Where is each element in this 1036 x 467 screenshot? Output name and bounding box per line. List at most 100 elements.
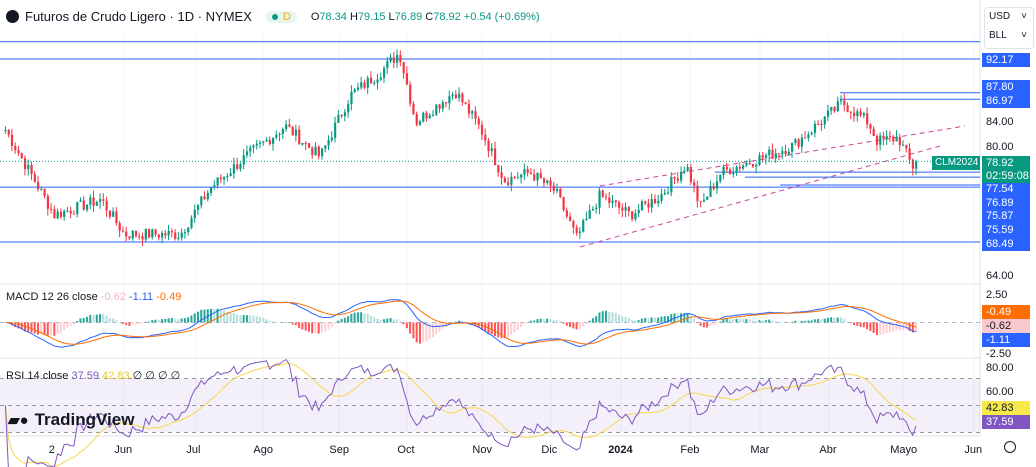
candle-body <box>683 170 686 173</box>
candle-body <box>141 236 144 240</box>
macd-histogram-bar <box>307 322 310 332</box>
candle-body <box>777 153 781 155</box>
macd-histogram-bar <box>294 322 297 326</box>
symbol-tag: CLM2024 <box>932 156 980 170</box>
candle-body <box>556 189 559 191</box>
macd-signal-tag: -0.49 <box>982 305 1030 319</box>
macd-histogram-bar <box>121 322 124 324</box>
market-status-badge[interactable]: D <box>265 10 297 23</box>
macd-histogram-bar <box>56 322 59 334</box>
macd-histogram-bar <box>85 316 88 323</box>
candle-body <box>128 236 131 239</box>
symbol-title[interactable]: Futuros de Crudo Ligero · 1D · NYMEX <box>25 9 252 24</box>
candle-body <box>839 100 843 102</box>
candle-body <box>418 121 422 125</box>
macd-histogram-bar <box>647 318 650 323</box>
candle-body <box>542 178 546 183</box>
macd-histogram-bar <box>386 318 389 323</box>
macd-histogram-bar <box>405 322 408 329</box>
candle-body <box>647 203 650 208</box>
macd-histogram-bar <box>774 321 777 323</box>
time-label: Dic <box>541 444 558 456</box>
candle-body <box>869 124 872 129</box>
candle-body <box>915 161 918 169</box>
candle-body <box>732 172 735 175</box>
macd-histogram-bar <box>657 317 660 323</box>
candle-body <box>513 176 516 178</box>
macd-histogram-bar <box>226 311 229 323</box>
candle-body <box>722 166 725 175</box>
candle-body <box>631 211 634 220</box>
settings-gear-icon[interactable] <box>1004 441 1016 453</box>
macd-histogram-bar <box>392 319 395 323</box>
macd-histogram-bar <box>291 322 294 325</box>
macd-histogram-bar <box>193 313 196 323</box>
candle-body <box>898 136 901 146</box>
candle-body <box>262 141 265 143</box>
candle-body <box>157 234 160 238</box>
macd-histogram-bar <box>258 317 261 323</box>
macd-histogram-bar <box>272 321 275 323</box>
macd-histogram-bar <box>249 315 252 323</box>
macd-histogram-bar <box>46 322 49 336</box>
macd-histogram-bar <box>373 317 376 323</box>
macd-histogram-bar <box>562 322 565 324</box>
candle-body <box>379 77 382 80</box>
candle-body <box>200 196 203 206</box>
candle-body <box>180 232 183 238</box>
candle-body <box>905 144 908 149</box>
candle-body <box>298 129 301 145</box>
macd-histogram-bar <box>794 320 797 323</box>
candle-body <box>807 134 810 138</box>
rsi-ma-tag: 42.83 <box>982 401 1030 415</box>
candle-body <box>725 166 728 170</box>
symbol-header: Futuros de Crudo Ligero · 1D · NYMEX D O… <box>6 9 540 24</box>
candle-body <box>193 209 196 219</box>
candle-body <box>340 114 343 117</box>
candle-body <box>272 137 275 144</box>
candle-body <box>758 155 761 165</box>
candle-body <box>810 132 813 135</box>
candle-body <box>640 201 644 210</box>
macd-histogram-bar <box>516 322 519 330</box>
candle-body <box>853 112 856 117</box>
candle-body <box>294 129 298 136</box>
candle-body <box>497 165 500 173</box>
countdown-tag: 02:59:08 <box>982 169 1030 183</box>
macd-histogram-bar <box>180 318 183 323</box>
candle-body <box>50 208 53 210</box>
candle-body <box>405 73 409 85</box>
candle-body <box>183 232 187 234</box>
candle-body <box>503 177 506 183</box>
candle-body <box>885 136 888 139</box>
macd-histogram-bar <box>350 313 353 323</box>
candle-body <box>196 205 200 210</box>
macd-histogram-bar <box>898 322 901 331</box>
macd-histogram-bar <box>183 318 186 323</box>
macd-histogram-bar <box>490 322 493 335</box>
candle-body <box>774 153 777 159</box>
candle-body <box>562 197 565 211</box>
candle-body <box>4 130 7 132</box>
candle-body <box>653 199 657 204</box>
candle-body <box>415 114 418 125</box>
unit-select[interactable]: BLL ˅ <box>985 28 1031 44</box>
macd-histogram-bar <box>650 317 653 323</box>
macd-histogram-bar <box>229 312 232 323</box>
macd-histogram-bar <box>170 317 173 323</box>
candle-body <box>458 93 461 99</box>
macd-histogram-bar <box>157 319 160 323</box>
tradingview-logo[interactable]: ▰● TradingView <box>8 410 134 430</box>
rsi-legend[interactable]: RSI 14 close 37.59 42.83 ∅ ∅ ∅ ∅ <box>6 370 181 382</box>
macd-histogram-bar <box>637 320 640 323</box>
macd-histogram-bar <box>105 315 108 323</box>
macd-histogram-bar <box>905 322 908 330</box>
currency-select[interactable]: USD ˅ <box>985 9 1031 25</box>
macd-histogram-bar <box>764 320 767 323</box>
candle-body <box>17 150 20 154</box>
candle-body <box>27 164 30 170</box>
candle-body <box>572 221 575 228</box>
candle-body <box>278 133 281 135</box>
macd-legend[interactable]: MACD 12 26 close -0.62 -1.11 -0.49 <box>6 291 182 303</box>
